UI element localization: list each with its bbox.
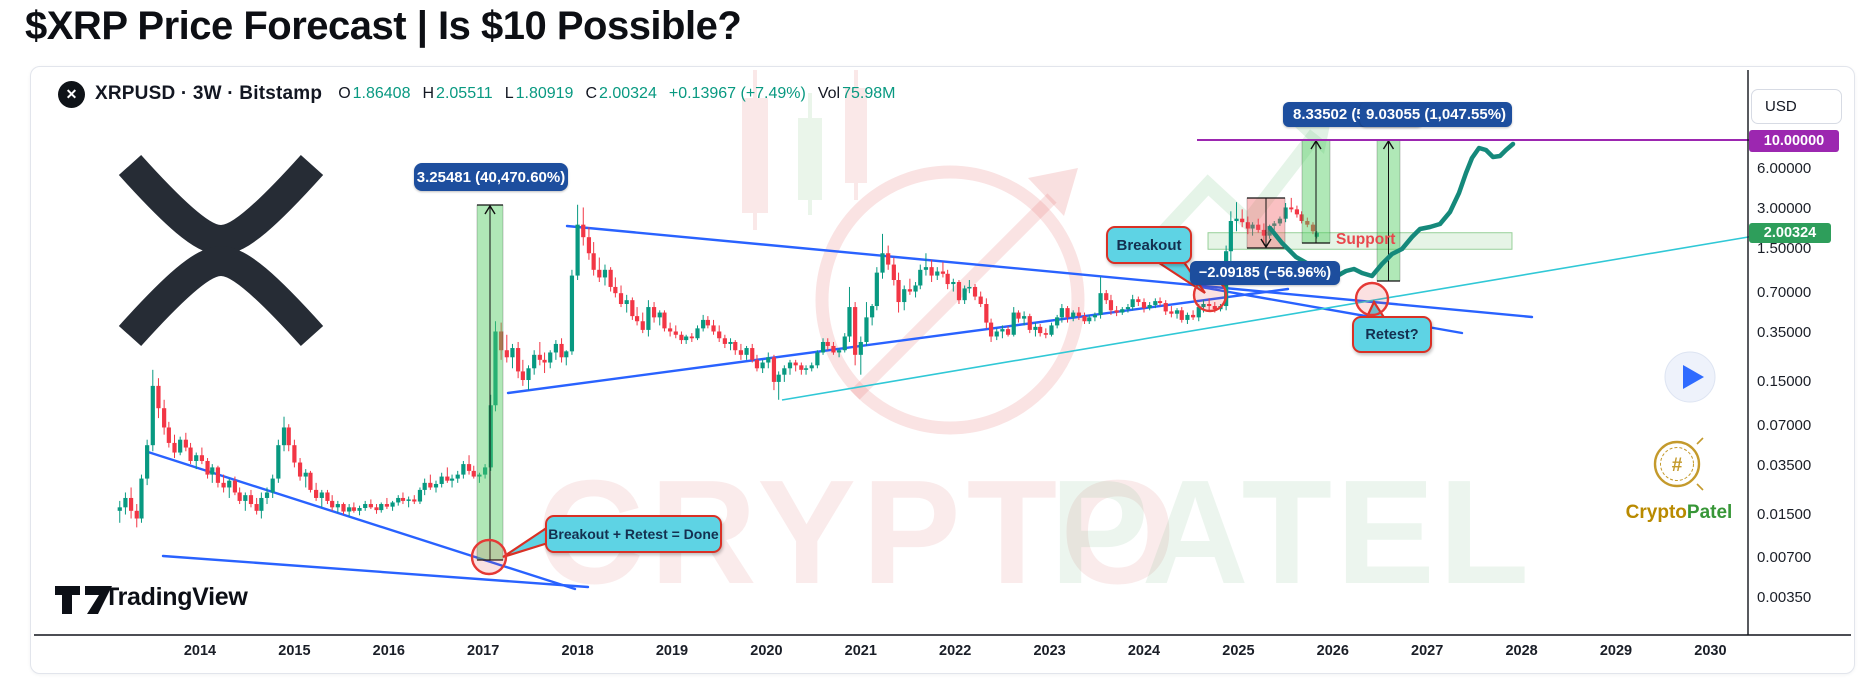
change-value: +0.13967 (+7.49%) [668,85,806,102]
watermark-candles [742,70,867,230]
page-title: $XRP Price Forecast | Is $10 Possible? [25,4,742,48]
chart-card [30,66,1855,674]
symbol-logo-icon[interactable]: ✕ [58,80,85,108]
year-label-2018: 2018 [561,643,594,659]
year-label-2029: 2029 [1599,643,1633,659]
symbol-name[interactable]: XRPUSD · 3W · Bitstamp [95,83,323,104]
price-tick-0.35000: 0.35000 [1757,324,1812,342]
year-label-2016: 2016 [372,643,405,659]
breakout-retest-done-bubble[interactable]: Breakout + Retest = Done [545,515,722,553]
year-label-2024: 2024 [1127,643,1161,659]
year-label-2025: 2025 [1222,643,1255,659]
open-value: 1.86408 [352,85,411,102]
price-tick-6.00000: 6.00000 [1757,160,1812,178]
trendline-triangle1-support[interactable] [161,554,590,589]
year-label-2022: 2022 [939,643,972,659]
price-tick-0.01500: 0.01500 [1757,505,1812,523]
xrp-logo [118,154,324,347]
measure-label-2017-pump[interactable]: 3.25481 (40,470.60%) [414,163,568,191]
year-label-2026: 2026 [1316,643,1349,659]
price-tick-0.15000: 0.15000 [1757,372,1812,390]
measure-2017-pump[interactable] [476,204,504,561]
replay-play-button[interactable] [1664,351,1716,403]
measure-label-target-2[interactable]: 9.03055 (1,047.55%) [1360,102,1512,127]
trendline-longterm-support[interactable] [781,232,1773,401]
volume-value: 75.98M [842,85,896,102]
low-value: 1.80919 [515,85,574,102]
support-label[interactable]: Support [1336,231,1396,248]
close-value: 2.00324 [599,85,657,102]
target-price-label[interactable]: 10.00000 [1749,130,1839,152]
year-label-2015: 2015 [278,643,311,659]
ohlc-readout: O 1.86408 H 2.05511 L 1.80919 C 2.00324 +0.1… [338,85,896,102]
svg-text:#: # [1672,455,1683,476]
measure-label-2025-drop[interactable]: −2.09185 (−56.96%) [1190,261,1340,285]
trendline-triangle2-support[interactable] [506,287,1290,395]
price-tick-0.03500: 0.03500 [1757,456,1812,474]
retest-bubble[interactable]: Retest? [1352,316,1432,353]
breakout-retest-done-circle[interactable] [470,538,508,576]
price-tick-0.00350: 0.00350 [1757,589,1812,607]
year-label-2030: 2030 [1694,643,1727,659]
price-tick-0.07000: 0.07000 [1757,416,1812,434]
year-label-2028: 2028 [1505,643,1538,659]
target-bar-8.33[interactable] [1301,139,1331,244]
breakout-bubble[interactable]: Breakout [1106,226,1192,264]
price-tick-3.00000: 3.00000 [1757,200,1812,218]
price-tick-0.00700: 0.00700 [1757,549,1812,567]
year-label-2021: 2021 [844,643,877,659]
watermark-patel: PATEL [1050,450,1533,615]
tradingview-logo-icon[interactable] [55,586,112,614]
last-price-label[interactable]: 2.00324 [1749,223,1831,243]
chart-header: ✕ XRPUSD · 3W · Bitstamp O 1.86408 H 2.055… [58,79,895,109]
year-label-2014: 2014 [183,643,217,659]
high-value: 2.05511 [436,85,493,102]
tradingview-wordmark[interactable]: TradingView [104,583,248,611]
candlesticks [117,197,1319,528]
year-label-2027: 2027 [1411,643,1444,659]
year-label-2019: 2019 [655,643,689,659]
cryptopatel-logo-icon: # [1653,437,1704,491]
year-label-2017: 2017 [467,643,500,659]
price-tick-0.70000: 0.70000 [1757,284,1812,302]
price-tick-1.50000: 1.50000 [1757,240,1812,258]
currency-toggle-button[interactable]: USD [1751,89,1842,124]
cryptopatel-wordmark: CryptoPatel [1625,502,1733,523]
year-label-2020: 2020 [750,643,783,659]
year-label-2023: 2023 [1033,643,1066,659]
retest-circle[interactable] [1354,281,1390,317]
trendline-triangle2-resistance[interactable] [565,224,1534,319]
